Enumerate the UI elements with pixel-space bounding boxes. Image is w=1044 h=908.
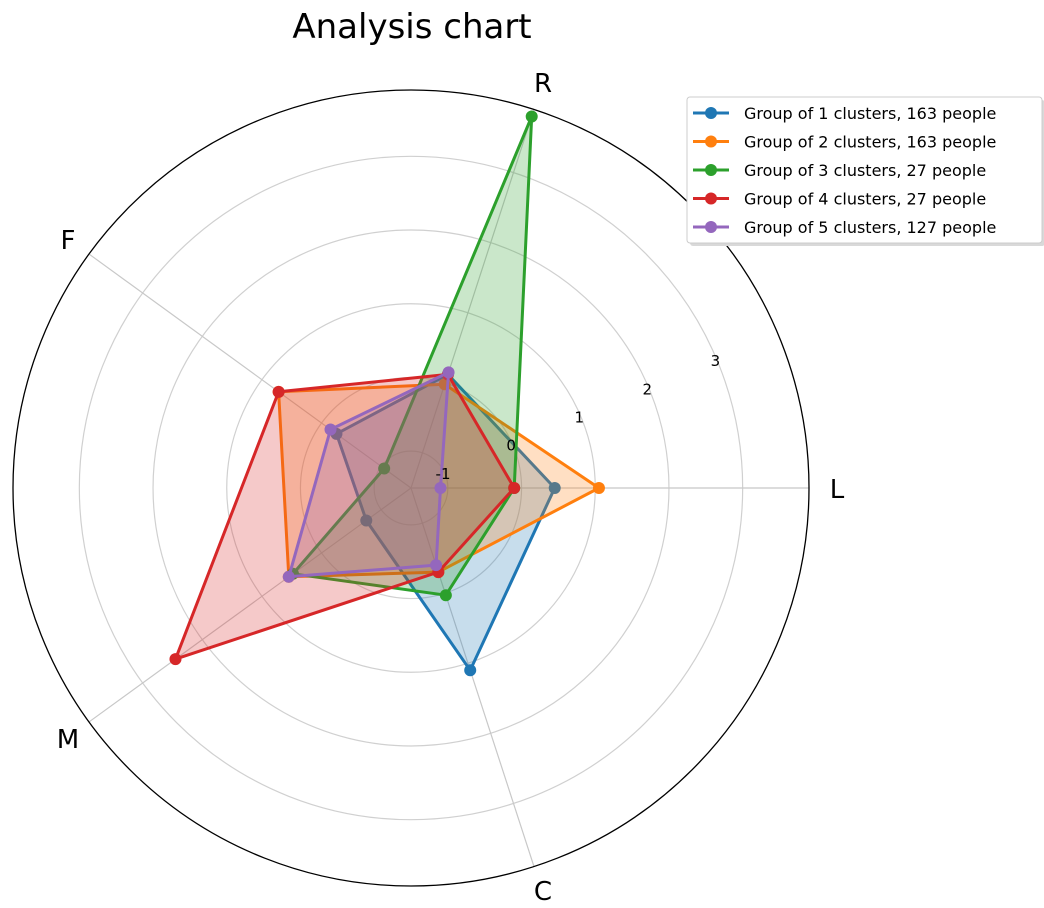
data-point — [439, 589, 452, 602]
radial-tick-label: 2 — [643, 380, 653, 398]
series-line — [291, 115, 534, 597]
chart-title: Analysis chart — [292, 7, 531, 47]
legend-label: Group of 3 clusters, 27 people — [744, 161, 986, 180]
axis-spoke-r — [410, 109, 535, 489]
radial-tick-label: 3 — [711, 352, 721, 370]
data-point — [464, 664, 477, 677]
legend-entry: Group of 3 clusters, 27 people — [693, 161, 986, 180]
series-line — [174, 372, 516, 661]
legend-marker — [705, 192, 717, 205]
series-line — [287, 370, 451, 579]
axis-label-r: R — [534, 69, 552, 99]
series-fill — [175, 374, 515, 660]
data-point — [282, 570, 295, 583]
axis-label-m: M — [57, 725, 79, 755]
data-point — [548, 482, 561, 494]
series-4 — [169, 368, 521, 666]
series-fill — [288, 372, 449, 577]
series-layer — [169, 110, 605, 677]
radial-tick-label: 1 — [574, 408, 584, 426]
legend-entry: Group of 4 clusters, 27 people — [693, 190, 986, 209]
label-layer: -1 0 1 2 3 L R F M C — [57, 69, 845, 907]
series-5 — [282, 366, 455, 583]
radial-tick-label: -1 — [436, 465, 451, 483]
data-point — [324, 423, 337, 436]
data-point — [592, 482, 605, 494]
data-point — [360, 514, 373, 527]
data-point — [378, 462, 391, 475]
legend-frame — [686, 96, 1043, 244]
data-point — [442, 366, 455, 379]
legend-marker — [705, 135, 717, 148]
data-point — [434, 482, 447, 494]
axis-label-c: C — [534, 877, 552, 907]
data-point — [508, 482, 521, 494]
data-point — [169, 653, 182, 666]
data-point — [272, 385, 285, 398]
legend-label: Group of 1 clusters, 163 people — [744, 104, 996, 123]
legend-marker — [705, 107, 717, 119]
legend-marker — [705, 164, 717, 176]
axis-label-f: F — [61, 226, 76, 256]
legend-entry: Group of 5 clusters, 127 people — [693, 218, 996, 237]
axis-spoke-m — [88, 487, 412, 723]
radial-tick-label: 0 — [506, 437, 516, 455]
series-fill — [292, 116, 532, 596]
legend-label: Group of 4 clusters, 27 people — [744, 190, 986, 209]
legend-label: Group of 5 clusters, 127 people — [744, 218, 996, 237]
legend: Group of 1 clusters, 163 people Group of … — [686, 96, 1044, 246]
legend-entry: Group of 1 clusters, 163 people — [693, 104, 996, 123]
legend-entry: Group of 2 clusters, 163 people — [693, 133, 996, 152]
outer-circle — [12, 89, 810, 887]
axis-spoke-f — [88, 253, 412, 489]
series-line — [335, 372, 557, 672]
axis-label-l: L — [830, 475, 845, 505]
axis-spoke-c — [410, 487, 535, 867]
data-point — [430, 559, 443, 572]
grid-layer — [12, 89, 810, 887]
data-point — [525, 110, 538, 123]
legend-marker — [705, 221, 717, 233]
legend-label: Group of 2 clusters, 163 people — [744, 133, 996, 152]
series-line — [277, 382, 601, 579]
